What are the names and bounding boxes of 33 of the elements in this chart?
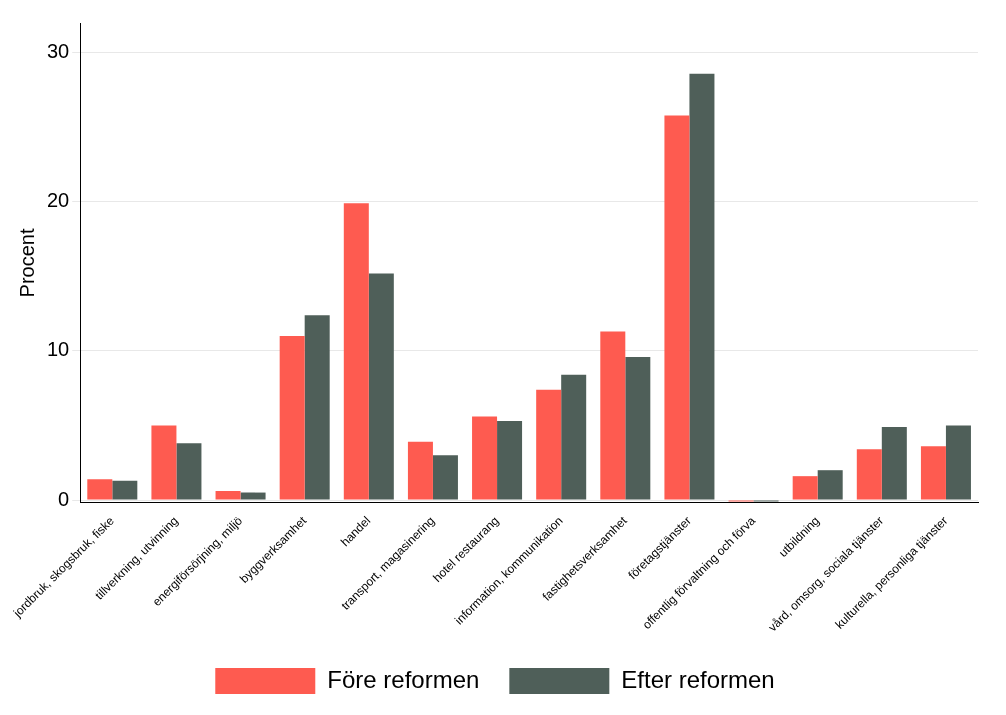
bar (600, 331, 626, 500)
bar (151, 425, 177, 500)
bar (561, 374, 587, 500)
bar (343, 203, 369, 500)
bar (240, 492, 266, 500)
bar (689, 73, 715, 500)
bar (304, 315, 330, 500)
bar (432, 455, 458, 500)
y-tick-label: 0 (58, 487, 70, 510)
bar (792, 476, 818, 500)
bar (176, 443, 202, 500)
bar (112, 480, 138, 500)
y-axis-title: Procent (15, 228, 38, 298)
bar (945, 425, 971, 500)
bar (856, 449, 882, 500)
bar (472, 416, 498, 500)
bar (664, 115, 690, 500)
bar (881, 426, 907, 500)
legend-label: Före reformen (327, 665, 480, 693)
bar (215, 491, 241, 500)
legend-label: Efter reformen (621, 665, 775, 693)
bar (87, 479, 113, 500)
y-tick-label: 30 (47, 40, 70, 63)
y-tick-label: 20 (47, 189, 70, 212)
y-tick-label: 10 (47, 338, 70, 361)
bar (817, 470, 843, 500)
bar (497, 421, 523, 500)
bar (407, 441, 433, 500)
bar (536, 389, 562, 500)
bar (368, 273, 394, 500)
bar (279, 336, 305, 500)
bar (625, 356, 651, 500)
bar (920, 446, 946, 500)
